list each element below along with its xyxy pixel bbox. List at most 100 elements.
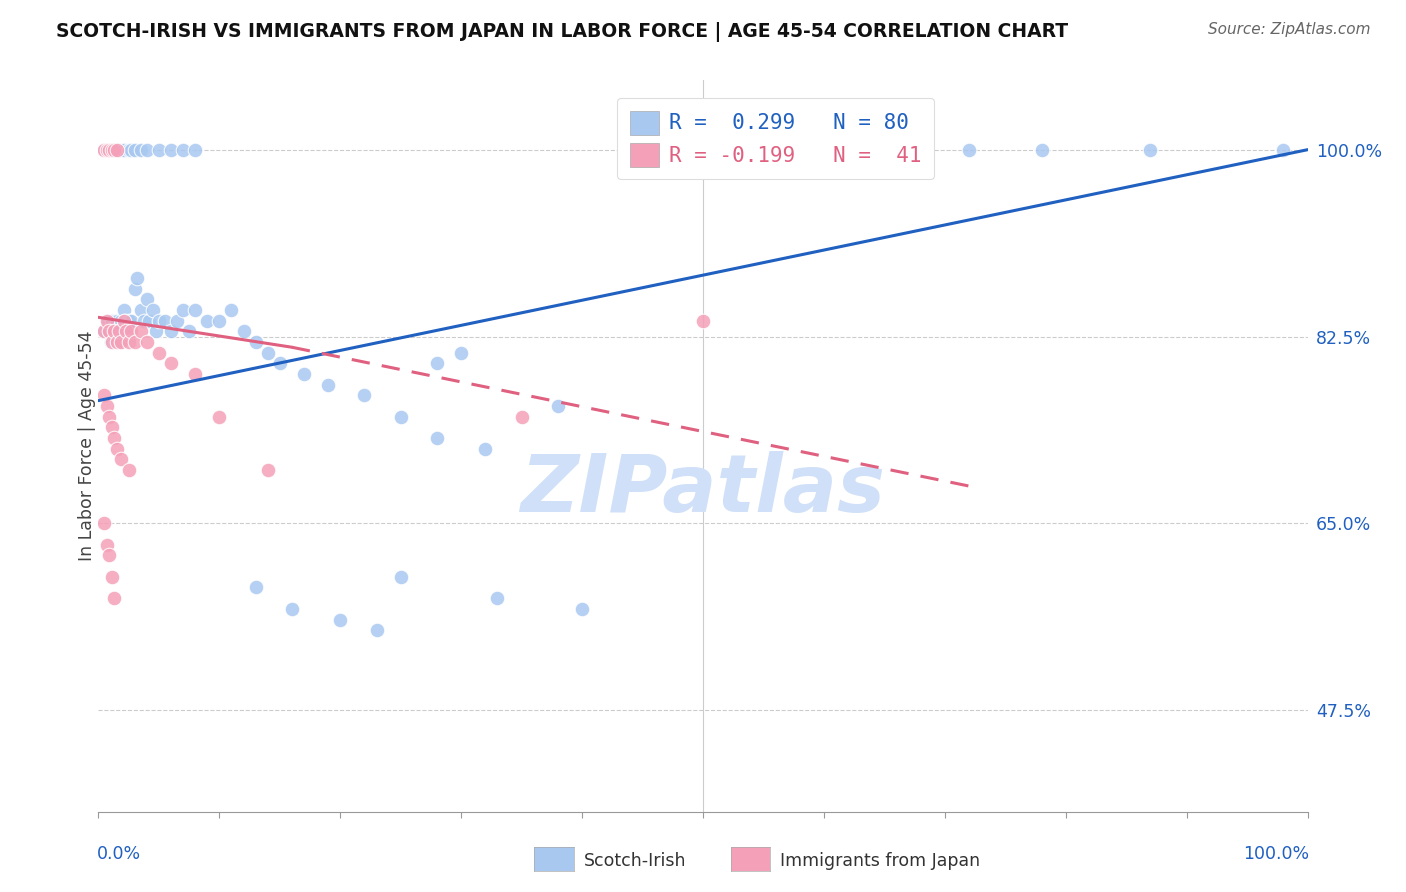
Point <box>97 313 120 327</box>
Point <box>184 302 207 317</box>
Point <box>105 313 128 327</box>
Legend: R =  0.299   N = 80, R = -0.199   N =  41: R = 0.299 N = 80, R = -0.199 N = 41 <box>617 98 934 179</box>
Point <box>221 302 243 317</box>
Point <box>957 143 980 157</box>
Point <box>281 602 304 616</box>
Point <box>486 591 509 606</box>
Point <box>107 324 129 338</box>
Point <box>103 143 125 157</box>
Point <box>93 143 115 157</box>
Point <box>108 143 131 157</box>
Point <box>96 313 118 327</box>
Point <box>179 324 201 338</box>
Point <box>160 356 183 370</box>
Point <box>269 356 291 370</box>
Point <box>93 324 115 338</box>
Point <box>166 313 188 327</box>
Point <box>135 292 157 306</box>
Point <box>813 143 835 157</box>
Point <box>105 143 128 157</box>
Point <box>115 324 138 338</box>
Point <box>103 143 125 157</box>
Point <box>103 324 125 338</box>
Point <box>114 313 136 327</box>
Point <box>208 313 231 327</box>
Point <box>96 399 118 413</box>
Point <box>118 334 141 349</box>
Point <box>100 334 122 349</box>
Point <box>103 324 125 338</box>
Point <box>120 313 142 327</box>
Point <box>93 143 115 157</box>
Point <box>1139 143 1161 157</box>
Text: 100.0%: 100.0% <box>1243 845 1309 863</box>
Point <box>160 143 183 157</box>
Point <box>118 463 141 477</box>
Point <box>547 399 569 413</box>
Point <box>389 570 412 584</box>
Point <box>108 334 131 349</box>
Point <box>118 313 141 327</box>
Point <box>129 302 152 317</box>
Point <box>172 302 194 317</box>
Point <box>108 324 131 338</box>
Point <box>100 313 122 327</box>
Point <box>104 334 127 349</box>
Point <box>195 313 218 327</box>
Point <box>232 324 254 338</box>
Point <box>100 420 122 434</box>
Point <box>571 602 593 616</box>
Point <box>148 143 170 157</box>
Point <box>100 143 122 157</box>
Point <box>316 377 339 392</box>
Point <box>1272 143 1295 157</box>
Point <box>96 143 118 157</box>
Point <box>96 538 118 552</box>
Point <box>329 613 352 627</box>
Point <box>256 463 278 477</box>
Point <box>450 345 472 359</box>
Text: Scotch-Irish: Scotch-Irish <box>583 852 686 870</box>
Point <box>112 302 135 317</box>
Point <box>110 313 132 327</box>
Point <box>103 431 125 445</box>
Text: SCOTCH-IRISH VS IMMIGRANTS FROM JAPAN IN LABOR FORCE | AGE 45-54 CORRELATION CHA: SCOTCH-IRISH VS IMMIGRANTS FROM JAPAN IN… <box>56 22 1069 42</box>
Point <box>292 367 315 381</box>
Point <box>100 334 122 349</box>
Point <box>118 143 141 157</box>
Point <box>112 143 135 157</box>
Point <box>120 143 142 157</box>
Point <box>127 270 149 285</box>
Point <box>135 334 157 349</box>
Point <box>184 367 207 381</box>
Point <box>96 143 118 157</box>
Point <box>148 345 170 359</box>
Point <box>510 409 533 424</box>
Point <box>105 442 128 456</box>
Point <box>474 442 496 456</box>
Point <box>135 143 157 157</box>
Text: 0.0%: 0.0% <box>97 845 142 863</box>
Point <box>93 516 115 531</box>
Point <box>353 388 375 402</box>
Point <box>138 313 160 327</box>
Point <box>245 581 267 595</box>
Point <box>98 324 121 338</box>
Point <box>426 356 449 370</box>
Point <box>101 324 124 338</box>
Text: Source: ZipAtlas.com: Source: ZipAtlas.com <box>1208 22 1371 37</box>
Point <box>692 313 714 327</box>
Point <box>148 313 170 327</box>
Point <box>124 281 146 295</box>
Point <box>426 431 449 445</box>
Point <box>98 143 121 157</box>
Point <box>93 388 115 402</box>
Point <box>208 409 231 424</box>
Point <box>110 143 132 157</box>
Point <box>145 324 167 338</box>
Point <box>93 324 115 338</box>
Point <box>98 143 121 157</box>
Point <box>389 409 412 424</box>
Point <box>129 324 152 338</box>
Point <box>184 143 207 157</box>
